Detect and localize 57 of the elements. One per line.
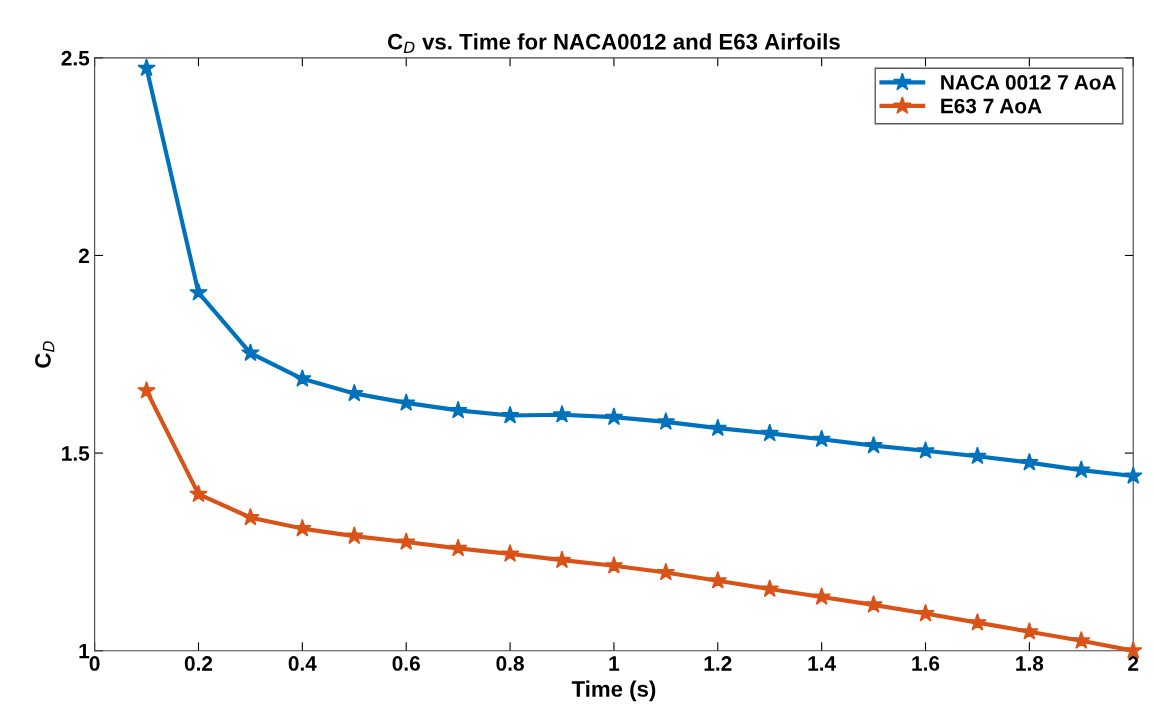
x-tick-label: 0.2 bbox=[184, 656, 213, 671]
x-tick-label: 0.4 bbox=[288, 656, 317, 671]
point bbox=[916, 603, 935, 622]
point bbox=[812, 429, 831, 448]
point bbox=[500, 405, 520, 424]
point bbox=[864, 595, 883, 613]
point bbox=[344, 526, 364, 545]
point bbox=[812, 587, 831, 605]
point bbox=[241, 507, 260, 526]
chart-title: C$_{D}$ vs. Time for NACA0012 and E63 Airfoils bbox=[387, 33, 840, 54]
point bbox=[137, 380, 156, 399]
point bbox=[656, 412, 676, 430]
x-tick-label: 1.2 bbox=[704, 656, 732, 671]
y-tick-label: 1 bbox=[79, 643, 90, 659]
x-tick-label: 0.8 bbox=[496, 656, 524, 671]
point bbox=[1123, 466, 1143, 485]
point bbox=[1020, 622, 1039, 640]
point bbox=[968, 446, 987, 465]
point bbox=[396, 532, 416, 551]
point bbox=[552, 405, 572, 423]
x-tick-label: 1.8 bbox=[1016, 656, 1044, 671]
point bbox=[448, 400, 468, 419]
y-tick-label: 1.5 bbox=[62, 446, 90, 461]
point bbox=[448, 538, 468, 557]
x-axis-title: Time (s) bbox=[571, 680, 656, 702]
x-tick-label: 1.4 bbox=[808, 656, 837, 671]
point bbox=[189, 282, 208, 301]
point bbox=[656, 562, 676, 581]
point bbox=[137, 58, 156, 77]
legend-label: NACA 0012 7 AoA bbox=[941, 75, 1117, 90]
point bbox=[968, 612, 987, 631]
y-tick-label: 2 bbox=[78, 248, 89, 264]
x-tick-label: 1.6 bbox=[912, 656, 940, 671]
x-tick-label: 0 bbox=[89, 656, 100, 671]
x-tick-label: 0.6 bbox=[392, 656, 420, 671]
point bbox=[864, 435, 883, 454]
legend-label: E63 7 AoA bbox=[941, 98, 1042, 114]
point bbox=[1072, 460, 1091, 479]
point bbox=[760, 579, 779, 598]
point bbox=[760, 423, 779, 442]
point bbox=[241, 343, 260, 362]
point bbox=[189, 484, 208, 503]
x-tick-label: 2 bbox=[1128, 656, 1139, 671]
point bbox=[552, 550, 572, 569]
point bbox=[293, 369, 312, 387]
point bbox=[1020, 452, 1039, 471]
point bbox=[396, 393, 416, 411]
point bbox=[708, 571, 728, 589]
y-tick-label: 2.5 bbox=[61, 50, 90, 66]
point bbox=[604, 556, 624, 574]
x-tick-label: 1 bbox=[609, 656, 620, 671]
point bbox=[500, 544, 520, 562]
y-axis-title: C$_{D}$ bbox=[35, 341, 55, 368]
point bbox=[708, 418, 728, 437]
point bbox=[604, 407, 624, 426]
point bbox=[916, 440, 935, 459]
point bbox=[1072, 631, 1091, 649]
